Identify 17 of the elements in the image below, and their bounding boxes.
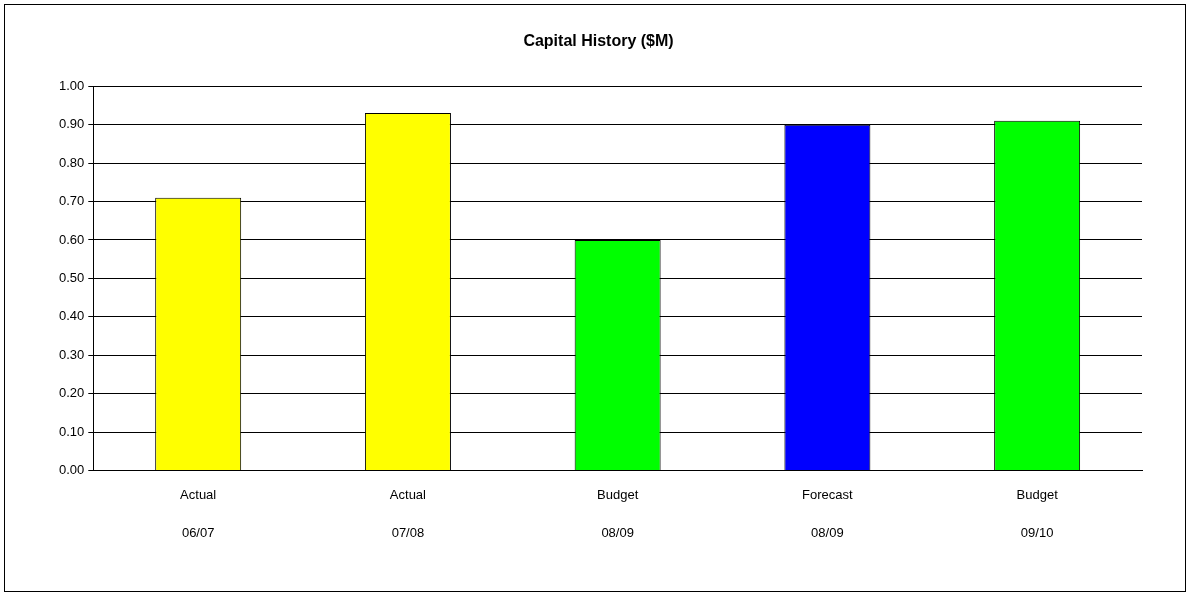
y-tick-label: 0.80	[58, 154, 85, 170]
y-tick-label: 0.20	[58, 385, 85, 401]
y-tick-label: 0.30	[58, 346, 85, 362]
y-tick-label: 0.90	[58, 116, 85, 132]
category-label: Actual 07/08	[389, 487, 426, 540]
category-label: Actual 06/07	[180, 487, 217, 540]
y-tick-label: 1.00	[58, 77, 85, 93]
y-tick-label: 0.10	[58, 423, 85, 439]
chart-title: Capital History ($M)	[523, 32, 674, 50]
y-tick-label: 0.60	[58, 231, 85, 247]
category-label: Forecast 08/09	[802, 487, 853, 540]
y-tick-label: 0.40	[58, 308, 85, 324]
y-tick-label: 0.50	[58, 269, 85, 285]
y-tick-label: 0.00	[58, 462, 85, 478]
y-tick-label: 0.70	[58, 193, 85, 209]
category-label: Budget 08/09	[597, 487, 639, 540]
category-label: Budget 09/10	[1016, 487, 1058, 540]
